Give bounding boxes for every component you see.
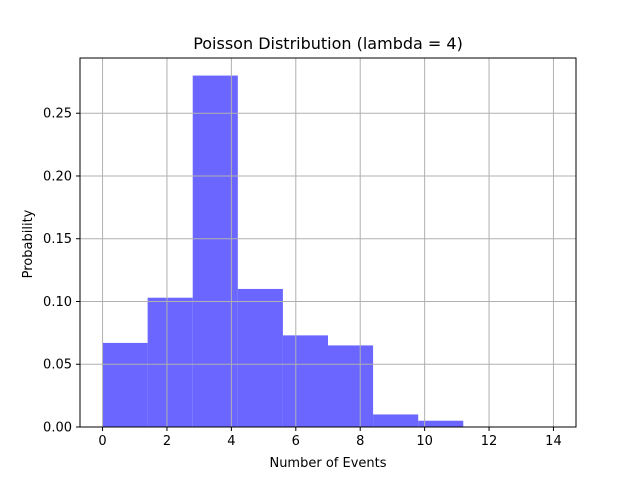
y-axis-ticks: 0.00 0.05 0.10 0.15 0.20 0.25	[43, 107, 80, 436]
histogram-bar-2	[192, 75, 238, 428]
x-tick-label-0: 0	[98, 434, 106, 449]
y-tick-label-0: 0.00	[43, 421, 72, 436]
grid	[80, 58, 576, 428]
y-tick-label-4: 0.20	[43, 169, 72, 184]
y-tick-label-1: 0.05	[43, 358, 72, 373]
x-tick-label-2: 4	[227, 434, 235, 449]
x-tick-label-4: 8	[356, 434, 364, 449]
x-tick-label-5: 10	[416, 434, 433, 449]
x-axis-label: Number of Events	[269, 456, 386, 471]
y-tick-label-5: 0.25	[43, 107, 72, 122]
plot-frame	[79, 57, 577, 428]
y-tick-label-2: 0.10	[43, 295, 72, 310]
histogram-bar-3	[237, 288, 283, 427]
histogram-bar-0	[102, 342, 148, 427]
x-tick-label-6: 12	[481, 434, 498, 449]
histogram-bar-1	[147, 297, 193, 427]
x-axis-ticks: 0 2 4 6 8 10 12 14	[98, 427, 562, 449]
x-tick-label-1: 2	[163, 434, 171, 449]
bars	[102, 75, 464, 428]
histogram-bar-5	[328, 345, 374, 427]
x-tick-label-3: 6	[292, 434, 300, 449]
y-axis-label: Probability	[21, 209, 36, 278]
chart-title: Poisson Distribution (lambda = 4)	[193, 34, 463, 53]
histogram-bar-4	[282, 335, 328, 427]
x-tick-label-7: 14	[545, 434, 562, 449]
histogram-bar-7	[418, 420, 464, 427]
y-tick-label-3: 0.15	[43, 232, 72, 247]
histogram-bar-6	[373, 414, 419, 427]
